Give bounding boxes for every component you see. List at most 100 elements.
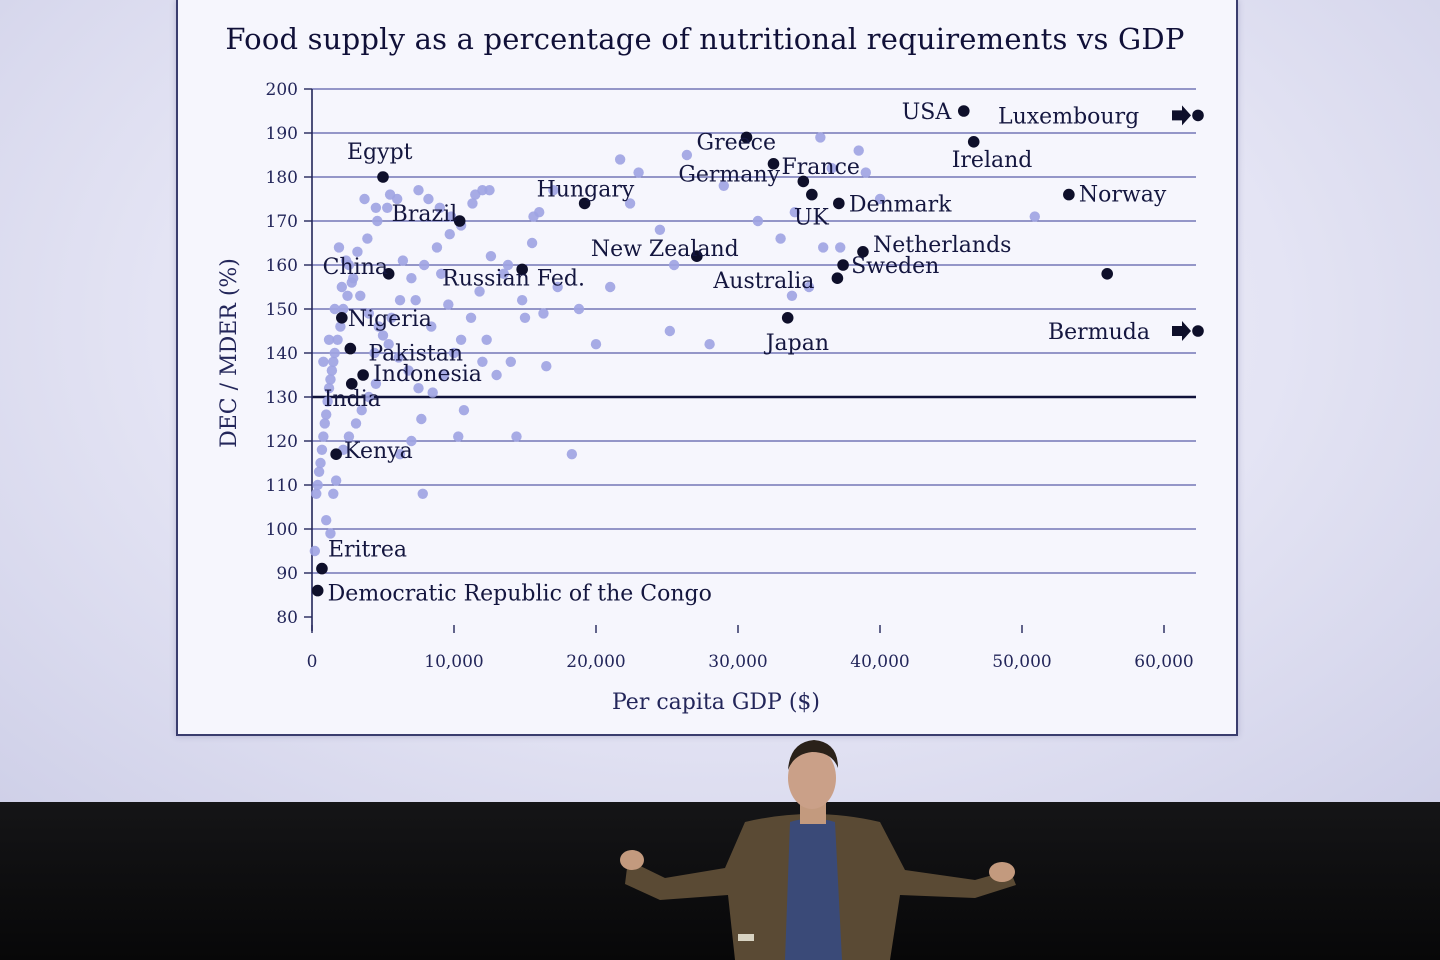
- data-point: [826, 163, 837, 174]
- data-point: [704, 339, 715, 350]
- point-china: [382, 268, 395, 280]
- data-point: [455, 334, 467, 345]
- data-point: [426, 321, 437, 332]
- data-point: [436, 268, 447, 279]
- data-point: [326, 365, 338, 376]
- x-tick-label-30000: 30,000: [708, 652, 767, 672]
- data-point: [664, 325, 676, 337]
- data-point: [386, 312, 397, 323]
- country-labels: USA Luxembourg Greece Ireland France Egypt Ger…: [323, 100, 1167, 607]
- point-democratic-republic-of-the-congo: [311, 584, 324, 597]
- data-point: [313, 466, 325, 477]
- data-point: [427, 387, 438, 398]
- data-point: [444, 229, 455, 240]
- point-uk: [806, 188, 818, 201]
- data-point: [318, 431, 329, 442]
- data-point: [370, 202, 382, 213]
- data-point: [633, 167, 644, 178]
- point-japan: [781, 312, 794, 324]
- data-point: [470, 189, 481, 200]
- data-point: [370, 378, 382, 389]
- label-germany: Germany: [678, 162, 780, 187]
- data-point: [383, 339, 394, 350]
- gridlines: [312, 88, 1196, 574]
- y-tick-label-170: 170: [266, 212, 298, 232]
- data-point: [573, 303, 585, 315]
- y-tick-label-190: 190: [266, 124, 298, 144]
- point-ireland: [967, 136, 980, 148]
- point-australia: [831, 272, 844, 285]
- data-point: [874, 193, 886, 205]
- label-russian-fed: Russian Fed.: [442, 266, 585, 291]
- data-point: [352, 246, 363, 257]
- point-new-zealand: [691, 250, 703, 262]
- data-point: [467, 198, 478, 209]
- y-tick-label-180: 180: [266, 168, 298, 188]
- label-uk: UK: [794, 206, 830, 231]
- y-tick-label-200: 200: [266, 80, 298, 100]
- label-ireland: Ireland: [952, 148, 1033, 173]
- x-tick-label-50000: 50,000: [992, 652, 1051, 672]
- label-netherlands: Netherlands: [873, 233, 1012, 258]
- point-indonesia: [357, 369, 369, 381]
- data-point: [815, 132, 826, 143]
- off-scale-arrow-bermuda: [1172, 321, 1191, 341]
- highlighted-points: [311, 105, 1204, 597]
- data-point: [406, 273, 417, 284]
- data-point: [511, 431, 522, 442]
- data-point: [605, 281, 616, 293]
- data-point: [853, 145, 864, 156]
- y-tick-label-140: 140: [266, 344, 298, 364]
- point-india: [345, 378, 358, 390]
- label-eritrea: Eritrea: [328, 538, 407, 563]
- point-kenya: [330, 448, 342, 461]
- data-point: [445, 211, 457, 222]
- data-point: [342, 290, 353, 301]
- data-point: [323, 334, 335, 345]
- data-point: [465, 312, 477, 323]
- presenter-figure: [620, 740, 1016, 960]
- label-brazil: Brazil: [392, 202, 457, 227]
- point-bermuda: [1192, 325, 1204, 337]
- chart-title: Food supply as a percentage of nutrition…: [225, 22, 1185, 56]
- data-point: [347, 273, 359, 284]
- label-usa: USA: [902, 100, 953, 125]
- y-tick-label-130: 130: [266, 388, 298, 408]
- data-point: [362, 233, 373, 244]
- data-point: [491, 369, 502, 381]
- label-australia: Australia: [712, 269, 814, 294]
- label-democratic-republic-of-the-congo: Democratic Republic of the Congo: [328, 582, 712, 607]
- off-scale-arrow-luxembourg: [1172, 105, 1191, 126]
- point-denmark: [833, 197, 845, 210]
- data-point: [363, 308, 374, 319]
- data-point: [350, 418, 362, 429]
- data-point: [413, 383, 424, 394]
- data-point: [384, 189, 396, 200]
- point-nigeria: [336, 312, 348, 324]
- data-point: [541, 361, 552, 372]
- data-point: [516, 295, 528, 306]
- x-axis-label: Per capita GDP ($): [612, 690, 820, 715]
- data-point: [718, 180, 729, 191]
- label-egypt: Egypt: [347, 140, 413, 165]
- data-point: [413, 185, 424, 196]
- data-point: [325, 528, 336, 539]
- data-point: [372, 215, 383, 227]
- data-point: [681, 149, 693, 161]
- point-greece: [740, 131, 753, 144]
- point-france: [767, 158, 780, 170]
- data-point: [343, 431, 355, 442]
- data-point: [312, 479, 323, 491]
- data-point: [335, 321, 346, 332]
- data-point: [359, 193, 370, 205]
- data-point: [340, 255, 352, 266]
- y-tick-label-90: 90: [276, 564, 298, 584]
- label-denmark: Denmark: [849, 192, 952, 217]
- data-point: [377, 330, 389, 341]
- data-point: [319, 418, 330, 429]
- data-point: [418, 259, 430, 271]
- label-norway: Norway: [1079, 183, 1167, 208]
- label-china: China: [323, 255, 388, 280]
- data-point: [654, 224, 666, 235]
- data-point: [382, 202, 393, 213]
